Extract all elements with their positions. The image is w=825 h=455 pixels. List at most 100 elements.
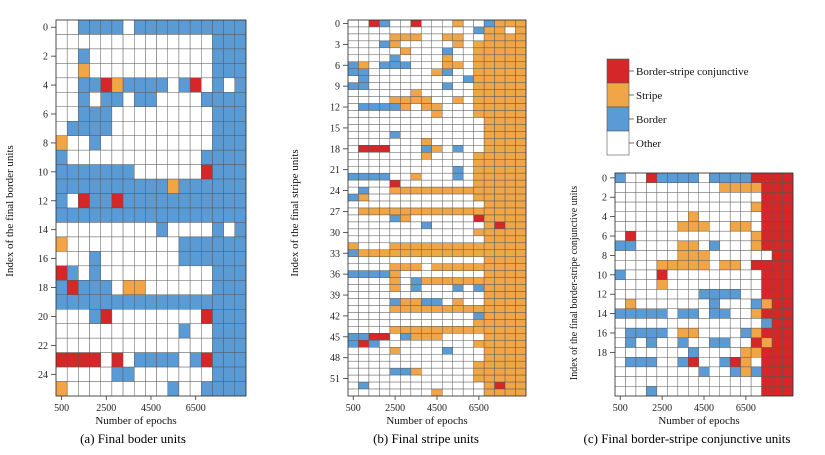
- cell-b-r48-c16: [515, 353, 527, 362]
- cell-b-r39-c2: [368, 291, 380, 299]
- cell-c-r7-c16: [782, 240, 794, 251]
- cell-c-r19-c10: [719, 356, 731, 368]
- cell-a-r13-c2: [78, 207, 90, 223]
- cell-b-r23-c11: [462, 179, 474, 188]
- cell-c-r9-c5: [667, 260, 679, 271]
- cell-c-r4-c4: [656, 211, 668, 222]
- cell-a-r7-c3: [89, 121, 101, 136]
- cell-b-r14-c4: [389, 117, 401, 125]
- cell-b-r9-c14: [494, 82, 506, 90]
- panel-b-ytick-label: 33: [330, 249, 340, 260]
- cell-b-r14-c1: [358, 117, 370, 125]
- cell-b-r27-c5: [400, 207, 412, 216]
- cell-c-r8-c5: [667, 250, 679, 261]
- cell-b-r6-c6: [410, 61, 422, 69]
- cell-b-r24-c2: [368, 186, 380, 195]
- cell-c-r21-c1: [625, 376, 637, 387]
- cell-c-r6-c3: [646, 230, 658, 242]
- panel-c-ytick-label: 12: [597, 290, 607, 301]
- cell-c-r1-c2: [635, 182, 647, 193]
- cell-a-r25-c13: [201, 381, 213, 397]
- cell-b-r16-c3: [379, 131, 391, 139]
- cell-c-r13-c5: [667, 298, 679, 309]
- cell-b-r41-c6: [410, 305, 422, 313]
- cell-c-r8-c9: [709, 250, 720, 261]
- cell-a-r24-c12: [189, 366, 202, 382]
- cell-b-r40-c1: [358, 298, 370, 306]
- cell-c-r4-c8: [698, 211, 710, 222]
- cell-b-r3-c10: [452, 40, 464, 49]
- cell-b-r36-c1: [358, 270, 370, 278]
- cell-a-r3-c15: [223, 63, 236, 79]
- cell-b-r10-c3: [379, 89, 391, 97]
- cell-b-r49-c13: [483, 360, 495, 369]
- cell-c-r13-c10: [719, 298, 731, 309]
- cell-b-r28-c7: [421, 214, 432, 223]
- panel-a-xlabel: Number of epochs: [95, 415, 176, 427]
- cell-b-r22-c5: [400, 172, 412, 181]
- cell-a-r17-c11: [178, 265, 191, 281]
- cell-b-r30-c9: [442, 228, 453, 237]
- cell-b-r44-c13: [483, 326, 495, 334]
- cell-c-r12-c4: [656, 289, 668, 300]
- cell-c-r3-c16: [782, 201, 794, 213]
- cell-b-r11-c10: [452, 96, 464, 104]
- cell-c-r9-c4: [656, 260, 668, 271]
- cell-a-r15-c9: [156, 236, 168, 252]
- cell-b-r49-c9: [442, 360, 453, 369]
- cell-b-r47-c8: [431, 347, 443, 355]
- cell-b-r45-c9: [442, 333, 453, 341]
- cell-c-r11-c16: [782, 279, 794, 290]
- cell-b-r41-c10: [452, 305, 464, 313]
- cell-b-r21-c2: [368, 165, 380, 174]
- cell-a-r6-c7: [134, 106, 146, 122]
- cell-a-r8-c4: [100, 135, 113, 151]
- cell-b-r39-c11: [462, 291, 474, 299]
- cell-a-r14-c14: [212, 222, 224, 238]
- cell-b-r34-c14: [494, 256, 506, 264]
- cell-b-r53-c16: [515, 388, 527, 397]
- cell-b-r8-c16: [515, 75, 527, 83]
- cell-a-r10-c0: [55, 164, 68, 180]
- cell-b-r35-c15: [504, 263, 516, 271]
- cell-b-r1-c7: [421, 26, 432, 35]
- cell-c-r15-c3: [646, 318, 658, 329]
- cell-b-r27-c14: [494, 207, 506, 216]
- cell-a-r23-c12: [189, 352, 202, 368]
- cell-c-r16-c4: [656, 327, 668, 339]
- cell-b-r49-c5: [400, 360, 412, 369]
- cell-b-r37-c10: [452, 277, 464, 285]
- cell-c-r20-c16: [782, 366, 794, 377]
- cell-a-r20-c3: [89, 309, 101, 324]
- cell-a-r9-c10: [167, 149, 180, 165]
- cell-b-r6-c8: [431, 61, 443, 69]
- cell-c-r17-c11: [729, 337, 741, 348]
- cell-c-r5-c7: [688, 221, 699, 232]
- cell-c-r1-c10: [719, 182, 731, 193]
- cell-b-r20-c6: [410, 159, 422, 167]
- cell-c-r13-c7: [688, 298, 699, 309]
- cell-b-r38-c2: [368, 284, 380, 292]
- cell-a-r23-c5: [111, 352, 124, 368]
- cell-b-r22-c12: [473, 172, 485, 181]
- cell-c-r7-c9: [709, 240, 720, 251]
- cell-a-r12-c10: [167, 193, 180, 209]
- cell-b-r3-c8: [431, 40, 443, 49]
- cell-b-r24-c13: [483, 186, 495, 195]
- cell-a-r22-c10: [167, 337, 180, 353]
- cell-b-r13-c3: [379, 110, 391, 118]
- cell-b-r24-c15: [504, 186, 516, 195]
- cell-b-r50-c4: [389, 367, 401, 376]
- cell-b-r43-c7: [421, 319, 432, 327]
- cell-b-r33-c2: [368, 249, 380, 257]
- cell-a-r24-c15: [223, 366, 236, 382]
- cell-b-r7-c9: [442, 68, 453, 76]
- cell-b-r30-c2: [368, 228, 380, 237]
- cell-c-r22-c11: [729, 386, 741, 397]
- cell-b-r3-c4: [389, 40, 401, 49]
- cell-c-r9-c1: [625, 260, 637, 271]
- cell-b-r42-c11: [462, 312, 474, 320]
- cell-b-r18-c8: [431, 145, 443, 153]
- cell-a-r21-c11: [178, 323, 191, 339]
